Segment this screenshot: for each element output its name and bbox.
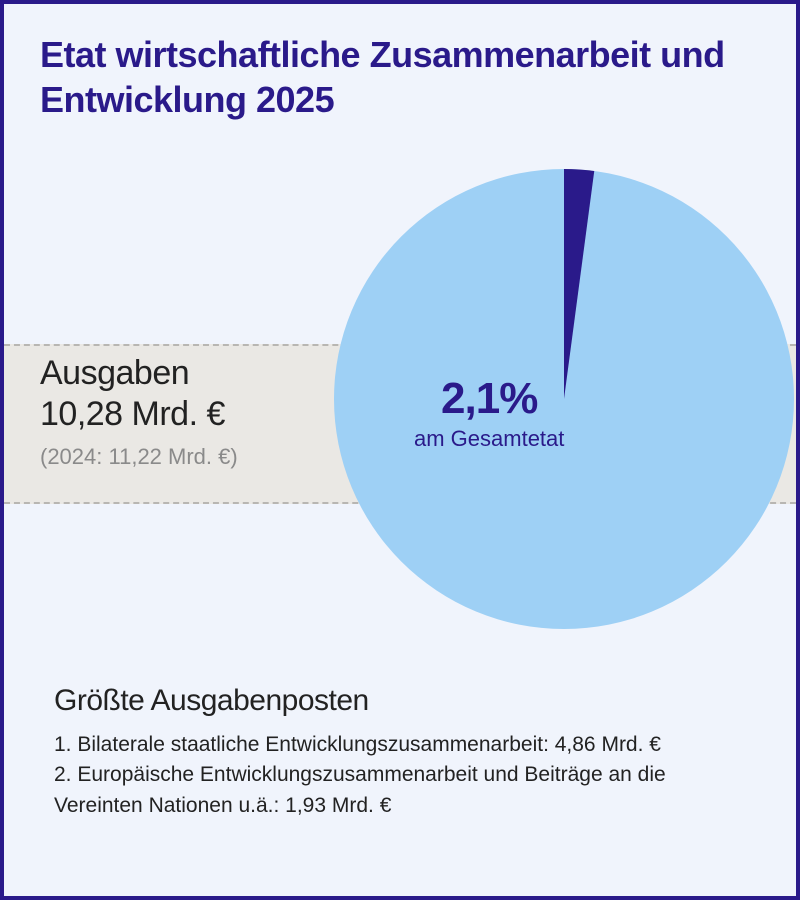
pie-percent-sub: am Gesamtetat xyxy=(414,426,564,452)
pie-center-label: 2,1% am Gesamtetat xyxy=(414,374,564,452)
largest-posts-title: Größte Ausgabenposten xyxy=(54,684,746,718)
pie-percent: 2,1% xyxy=(414,374,564,424)
largest-posts: Größte Ausgabenposten 1. Bilaterale staa… xyxy=(54,684,746,821)
spending-label: Ausgaben xyxy=(40,354,238,393)
spending-block: Ausgaben 10,28 Mrd. € (2024: 11,22 Mrd. … xyxy=(40,354,238,470)
spending-value: 10,28 Mrd. € xyxy=(40,395,238,434)
largest-posts-item: 1. Bilaterale staatliche Entwicklungszus… xyxy=(54,730,746,760)
spending-previous: (2024: 11,22 Mrd. €) xyxy=(40,444,238,470)
page-title: Etat wirtschaftliche Zusammenarbeit und … xyxy=(4,4,796,122)
largest-posts-item: 2. Europäische Entwicklungszusammenarbei… xyxy=(54,760,746,821)
